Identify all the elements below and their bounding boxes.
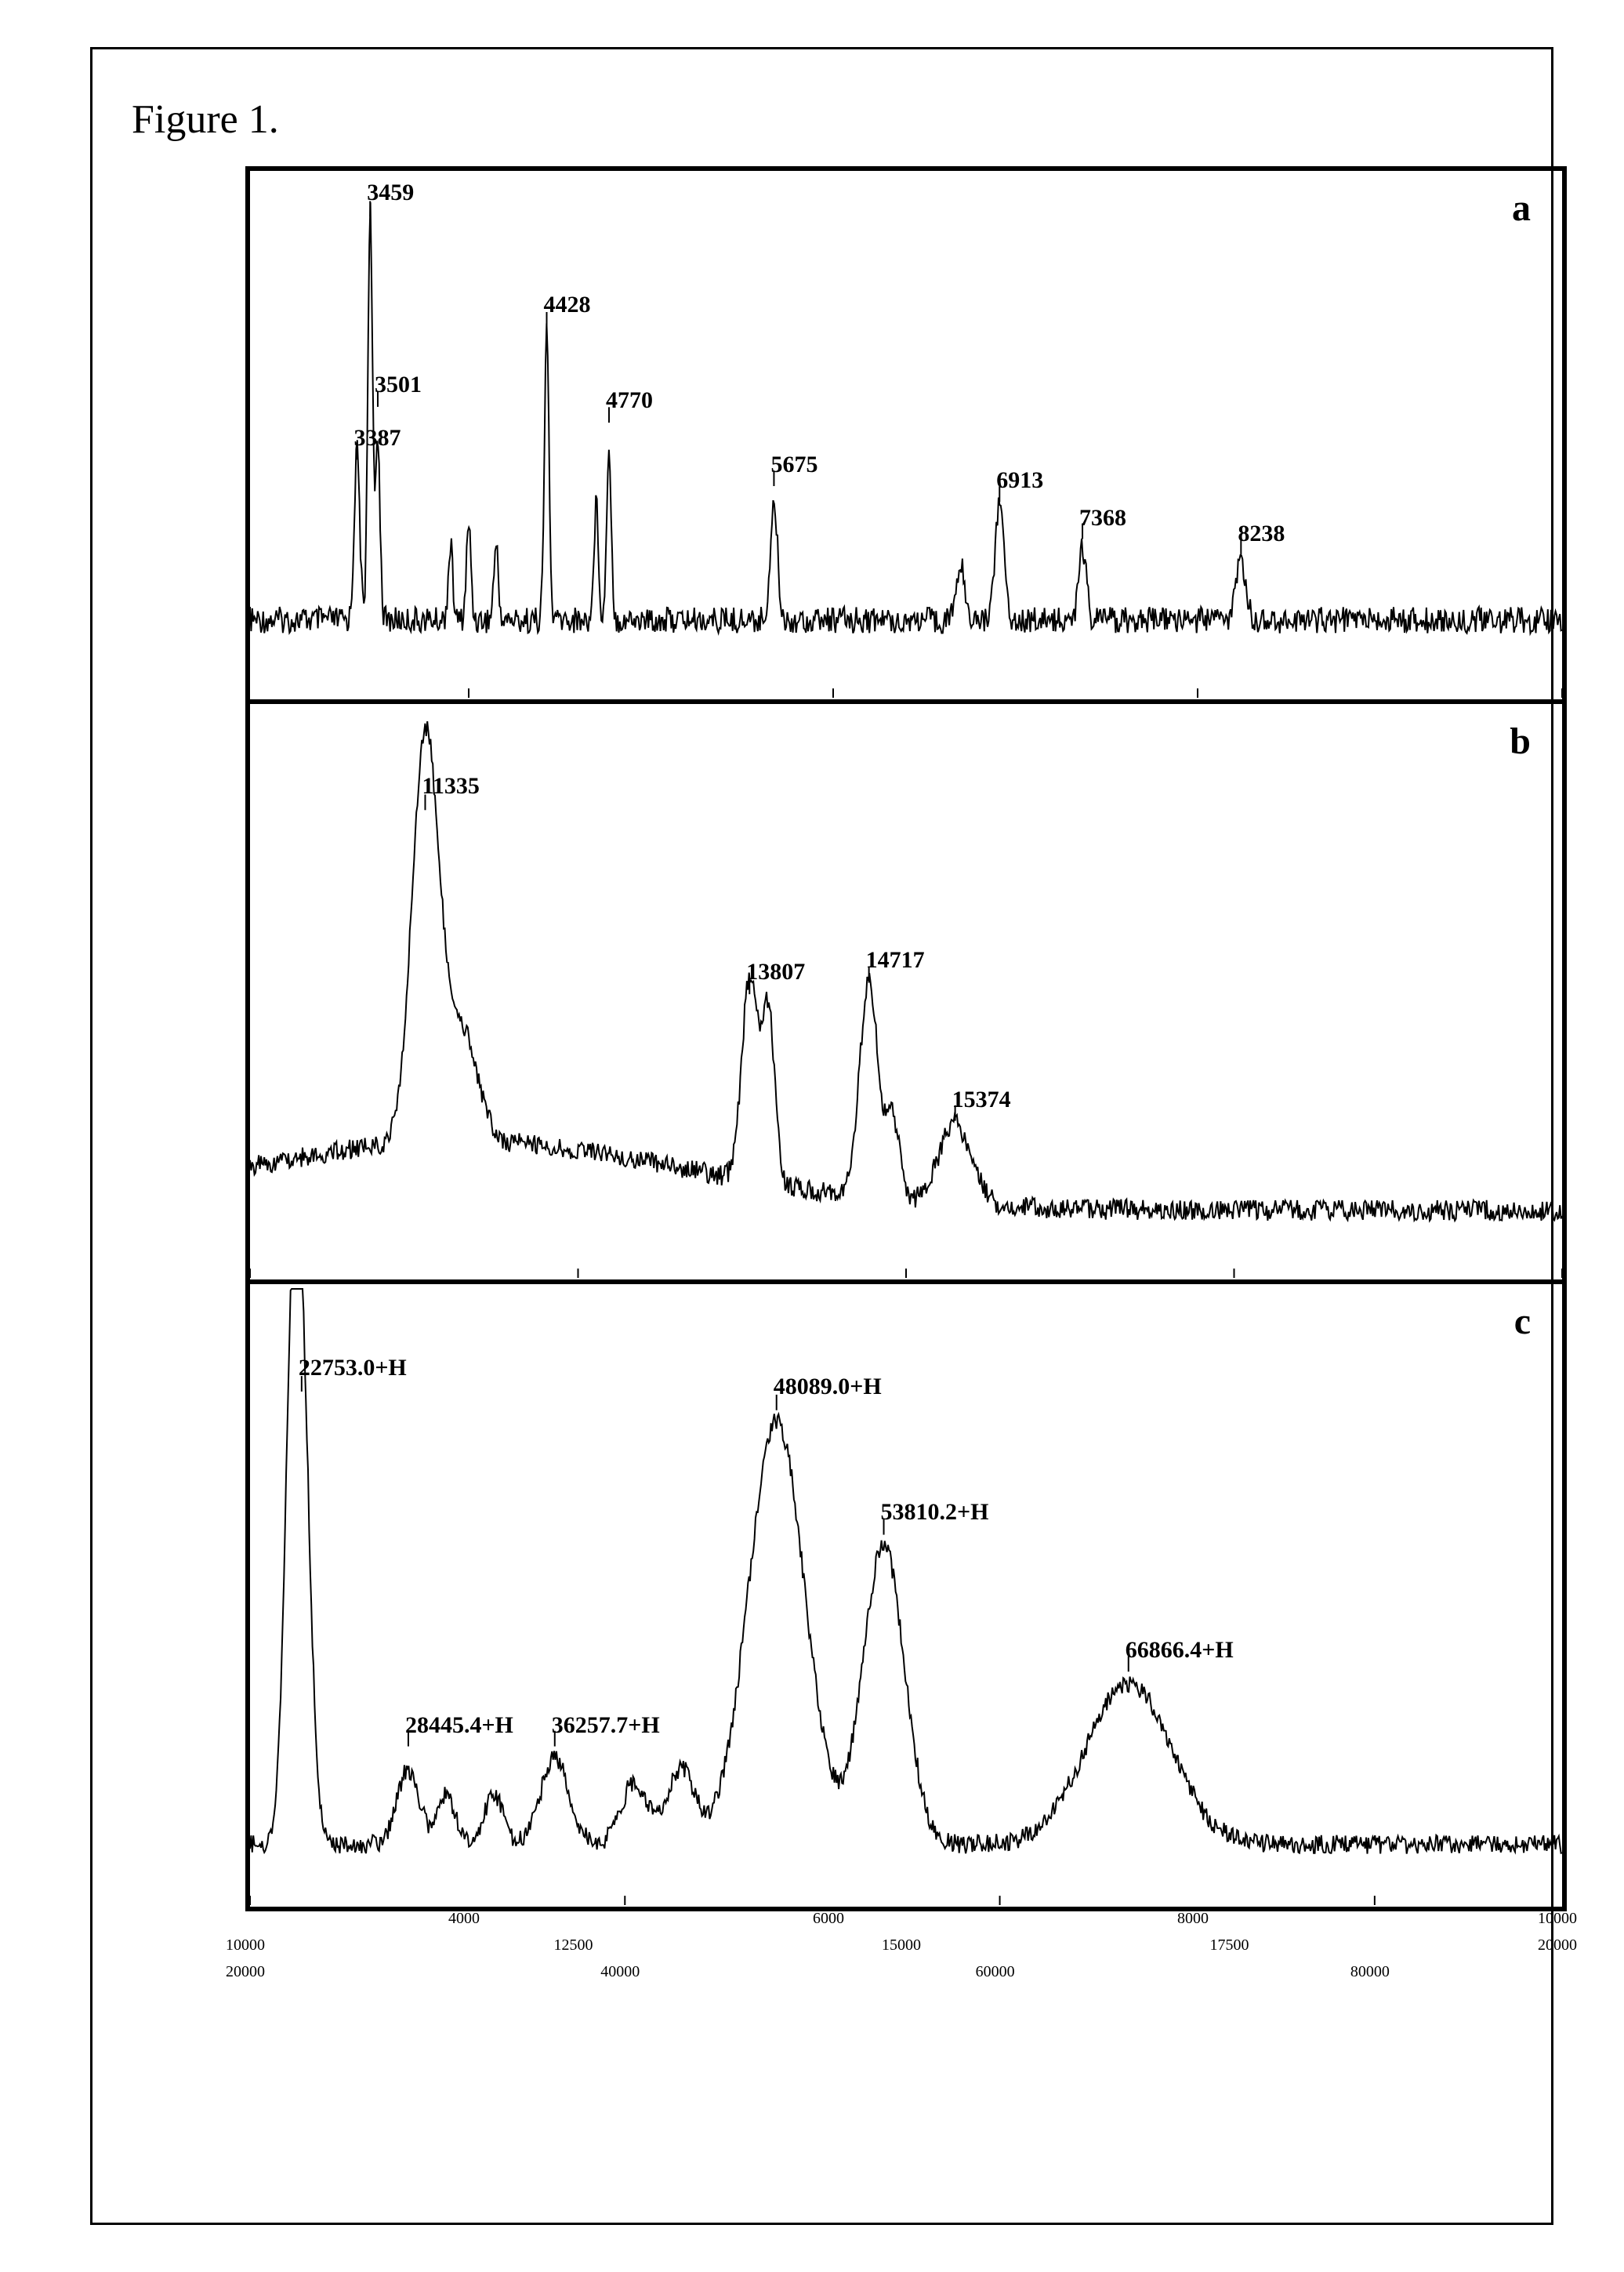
axis-ticks-row: 40006000800010000 <box>245 1908 1562 1935</box>
x-tick-label: 15000 <box>882 1936 921 1954</box>
panels-host: a338734593501442847705675691373688238b11… <box>124 166 1504 1991</box>
peak-label: 14717 <box>866 947 925 974</box>
x-tick-label: 60000 <box>976 1963 1015 1981</box>
outer-frame: Figure 1. a33873459350144284770567569137… <box>90 47 1553 2225</box>
page: Figure 1. a33873459350144284770567569137… <box>0 0 1624 2272</box>
peak-label: 13807 <box>746 959 805 985</box>
peak-label: 4770 <box>606 387 653 414</box>
x-tick-label: 20000 <box>226 1963 265 1981</box>
peak-label: 53810.2+H <box>881 1499 989 1526</box>
x-tick-label: 10000 <box>226 1936 265 1954</box>
x-tick-label: 20000 <box>1538 1936 1577 1954</box>
peak-label: 36257.7+H <box>552 1712 660 1739</box>
peak-label: 4428 <box>544 292 591 318</box>
peak-label: 15374 <box>952 1087 1011 1113</box>
peak-label: 8238 <box>1238 521 1285 547</box>
x-tick-label: 12500 <box>554 1936 593 1954</box>
x-tick-label: 17500 <box>1210 1936 1249 1954</box>
spectrum-svg <box>250 1284 1562 1907</box>
peak-label: 3459 <box>367 180 414 206</box>
peak-label: 66866.4+H <box>1126 1637 1234 1664</box>
panel-inner: b11335138071471715374 <box>250 704 1562 1279</box>
panel-inner: c22753.0+H28445.4+H36257.7+H48089.0+H538… <box>250 1284 1562 1907</box>
x-tick-label: 40000 <box>600 1963 640 1981</box>
peak-label: 7368 <box>1079 505 1126 532</box>
peak-label: 48089.0+H <box>774 1374 882 1400</box>
axis-ticks-row: 1000012500150001750020000 <box>245 1935 1562 1962</box>
peak-label: 22753.0+H <box>299 1355 407 1381</box>
panels-stack: a338734593501442847705675691373688238b11… <box>245 166 1567 1911</box>
x-tick-label: 80000 <box>1350 1963 1390 1981</box>
panel-a: a338734593501442847705675691373688238 <box>248 169 1564 702</box>
axis-ticks-row: 20000400006000080000 <box>245 1962 1562 1988</box>
spectrum-trace <box>250 1289 1562 1854</box>
spectrum-trace <box>250 202 1562 633</box>
panel-b: b11335138071471715374 <box>248 702 1564 1282</box>
peak-label: 11335 <box>422 773 479 800</box>
x-tick-label: 4000 <box>448 1910 480 1928</box>
peak-label: 5675 <box>770 452 817 478</box>
panel-c: c22753.0+H28445.4+H36257.7+H48089.0+H538… <box>248 1282 1564 1909</box>
x-tick-label: 8000 <box>1177 1910 1209 1928</box>
x-tick-label: 10000 <box>1538 1910 1577 1928</box>
x-tick-label: 6000 <box>813 1910 844 1928</box>
figure-title: Figure 1. <box>132 96 1504 143</box>
peak-label: 6913 <box>996 467 1043 494</box>
peak-label: 28445.4+H <box>405 1712 513 1739</box>
peak-label: 3387 <box>353 425 401 452</box>
peak-label: 3501 <box>375 372 422 398</box>
panel-inner: a338734593501442847705675691373688238 <box>250 171 1562 699</box>
spectrum-svg <box>250 171 1562 699</box>
